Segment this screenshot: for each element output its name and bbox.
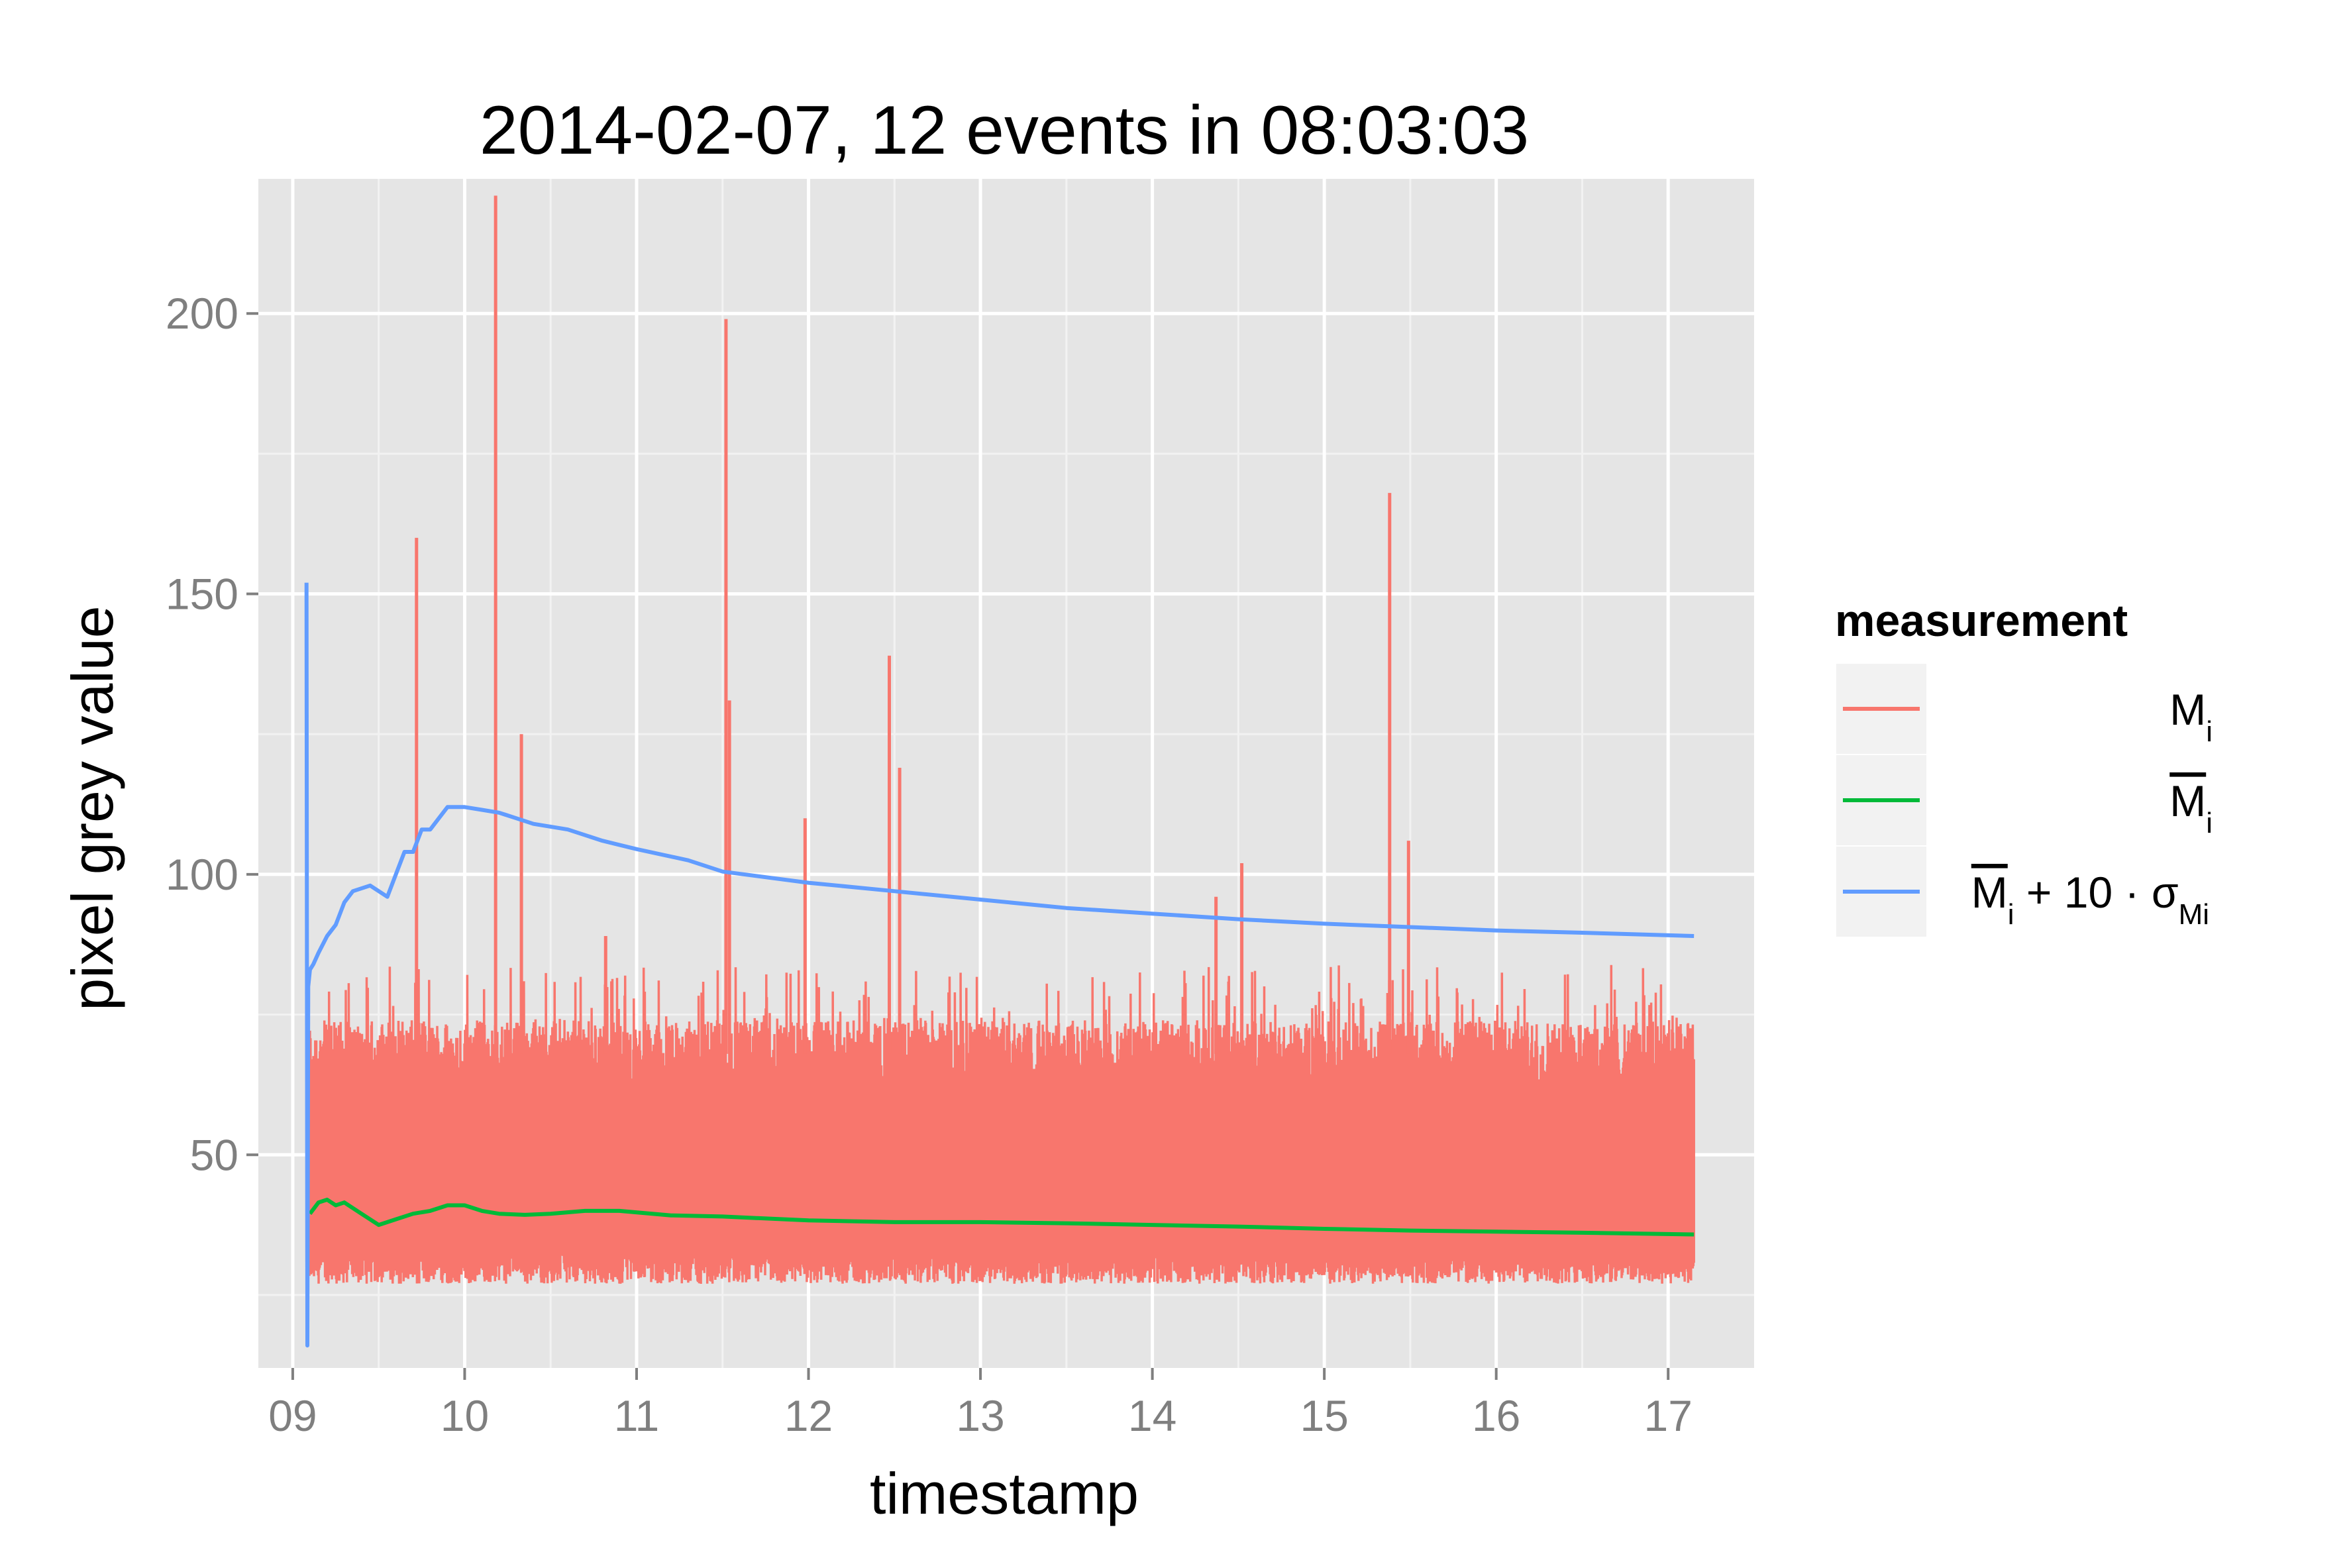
y-tick-label: 50 [190, 1130, 238, 1179]
legend-label-subscript: i [2206, 807, 2213, 839]
legend-label-expression: + 10 · σ [2014, 868, 2179, 917]
legend-label-subscript: i [2008, 898, 2014, 931]
series-mean-line [308, 1198, 1695, 1237]
legend-label: Mi [2169, 776, 2213, 839]
x-axis-title: timestamp [870, 1461, 1139, 1526]
legend-title: measurement [1835, 596, 2128, 646]
legend-label-main: M [2169, 776, 2206, 825]
series-group [304, 195, 1695, 1348]
legend-label: Mi + 10 · σMi [1971, 868, 2209, 931]
x-tick-label: 13 [956, 1391, 1004, 1440]
legend-label-expression-subscript: Mi [2179, 898, 2209, 931]
legend-label: Mi [2169, 685, 2213, 748]
series-layer [304, 195, 1695, 1348]
x-tick-label: 10 [441, 1391, 489, 1440]
x-tick-label: 09 [268, 1391, 317, 1440]
series-threshold-line [304, 582, 1695, 1348]
chart-title: 2014-02-07, 12 events in 08:03:03 [480, 92, 1529, 169]
x-tick-label: 11 [614, 1391, 660, 1440]
axis-layer: 09 10 11 12 13 14 15 16 17 50 100 150 200 [166, 289, 1693, 1440]
x-tick-label: 17 [1644, 1391, 1693, 1440]
y-tick-label: 150 [166, 570, 238, 619]
y-tick-label: 100 [166, 850, 238, 899]
series-mi-band [305, 965, 1695, 1284]
y-tick-label: 200 [166, 289, 238, 338]
y-axis-title: pixel grey value [60, 605, 125, 1010]
legend-label-main: M [1971, 868, 2008, 917]
x-tick-label: 15 [1300, 1391, 1348, 1440]
legend-label-main: M [2169, 685, 2206, 734]
legend-label-subscript: i [2206, 715, 2213, 748]
x-tick-label: 16 [1472, 1391, 1520, 1440]
x-tick-label: 14 [1128, 1391, 1176, 1440]
x-tick-label: 12 [784, 1391, 833, 1440]
